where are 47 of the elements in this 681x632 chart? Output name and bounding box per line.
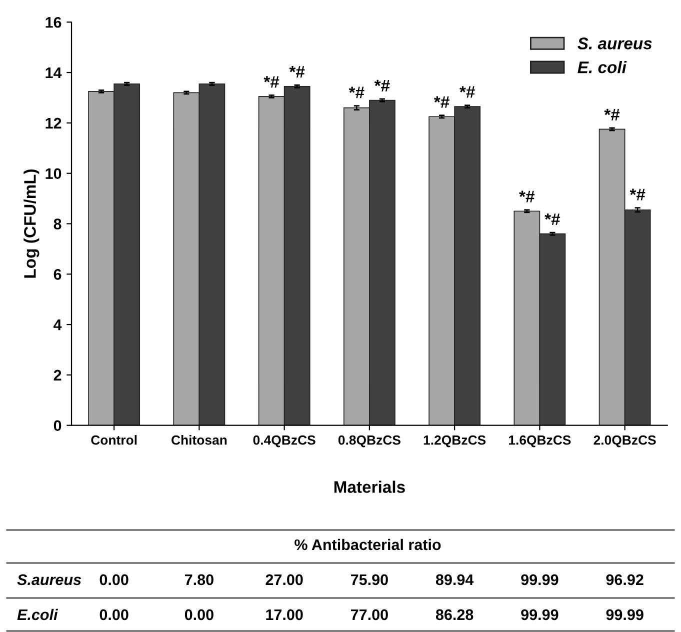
x-tick-label: Control — [91, 435, 137, 445]
y-tick-label: 16 — [46, 16, 62, 28]
text: 27.00 — [266, 574, 303, 586]
data-label: *# — [519, 190, 535, 202]
data-label: *# — [630, 188, 646, 200]
text: 17.00 — [266, 609, 303, 620]
data-label: *# — [544, 213, 560, 225]
x-tick-label: 2.0QBzCS — [594, 435, 656, 448]
y-tick-label: 0 — [54, 420, 62, 432]
data-label: *# — [374, 80, 390, 92]
text: 7.80 — [184, 574, 214, 586]
data-label: *# — [460, 86, 475, 98]
y-tick-label: 2 — [54, 370, 62, 380]
y-tick-label: 6 — [54, 269, 62, 280]
text: 86.28 — [436, 609, 474, 620]
text: 89.94 — [436, 574, 474, 586]
y-tick-label: 14 — [46, 68, 62, 78]
x-tick-label: 0.8QBzCS — [338, 435, 400, 448]
text: 0.00 — [184, 609, 214, 620]
text: 99.99 — [521, 609, 558, 620]
text: 77.00 — [350, 609, 388, 620]
y-tick-label: 8 — [54, 218, 62, 230]
legend-label: S. aureus — [578, 38, 652, 50]
x-tick-label: 0.4QBzCS — [253, 435, 316, 448]
y-tick-label: 10 — [46, 168, 62, 180]
x-axis-title: Materials — [334, 480, 405, 493]
data-label: *# — [434, 96, 450, 108]
text: 0.00 — [100, 574, 128, 586]
text: 99.99 — [606, 609, 644, 620]
x-tick-label: 1.2QBzCS — [424, 435, 486, 448]
data-label: *# — [604, 108, 620, 120]
y-axis-title: Log (CFU/mL) — [24, 169, 40, 278]
text: 0.00 — [100, 609, 128, 620]
data-label: *# — [264, 76, 280, 88]
text: % Antibacterial ratio — [294, 538, 441, 550]
data-label: *# — [289, 66, 305, 78]
x-tick-label: 1.6QBzCS — [508, 435, 571, 448]
x-tick-label: Chitosan — [172, 435, 227, 445]
text: 75.90 — [350, 574, 388, 586]
legend-label: E. coli — [578, 60, 627, 74]
y-tick-label: 4 — [54, 320, 62, 330]
text: 99.99 — [521, 574, 558, 586]
y-tick-label: 12 — [46, 118, 62, 128]
data-label: *# — [348, 86, 364, 98]
text: S.aureus — [17, 574, 82, 586]
text: 96.92 — [606, 574, 644, 586]
text: E.coli — [17, 608, 58, 620]
